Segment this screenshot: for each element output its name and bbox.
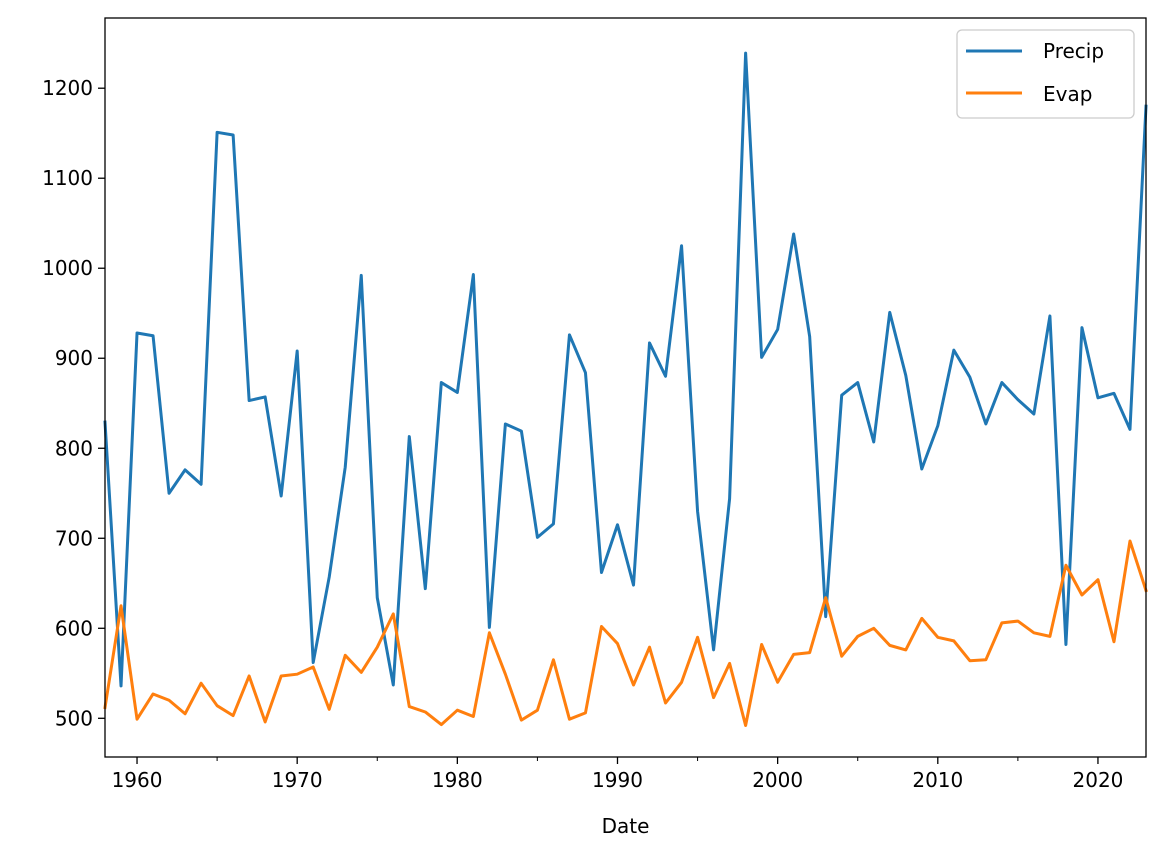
x-tick-label: 2020 bbox=[1073, 768, 1124, 792]
y-tick-label: 700 bbox=[55, 526, 93, 550]
x-tick-label: 1990 bbox=[592, 768, 643, 792]
x-axis: 1960 1970 1980 1990 2000 2010 2020 bbox=[112, 757, 1124, 792]
series-line-precip bbox=[103, 51, 1148, 688]
y-tick-label: 1100 bbox=[42, 166, 93, 190]
y-tick-label: 600 bbox=[55, 616, 93, 640]
y-tick-label: 900 bbox=[55, 346, 93, 370]
x-tick-label: 2010 bbox=[912, 768, 963, 792]
x-tick-label: 1970 bbox=[272, 768, 323, 792]
y-axis: 500 600 700 800 900 1000 1100 1200 bbox=[42, 76, 105, 730]
y-tick-label: 1200 bbox=[42, 76, 93, 100]
y-tick-label: 1000 bbox=[42, 256, 93, 280]
legend-label-precip: Precip bbox=[1043, 39, 1104, 63]
y-tick-label: 800 bbox=[55, 436, 93, 460]
x-tick-label: 1980 bbox=[432, 768, 483, 792]
x-tick-label: 1960 bbox=[112, 768, 163, 792]
series-line-evap bbox=[103, 539, 1148, 727]
x-tick-label: 2000 bbox=[752, 768, 803, 792]
series-layer bbox=[103, 51, 1148, 727]
legend: Precip Evap bbox=[956, 29, 1135, 119]
y-tick-label: 500 bbox=[55, 706, 93, 730]
x-axis-title: Date bbox=[602, 814, 650, 838]
plot-frame bbox=[104, 17, 1147, 758]
legend-label-evap: Evap bbox=[1043, 82, 1092, 106]
